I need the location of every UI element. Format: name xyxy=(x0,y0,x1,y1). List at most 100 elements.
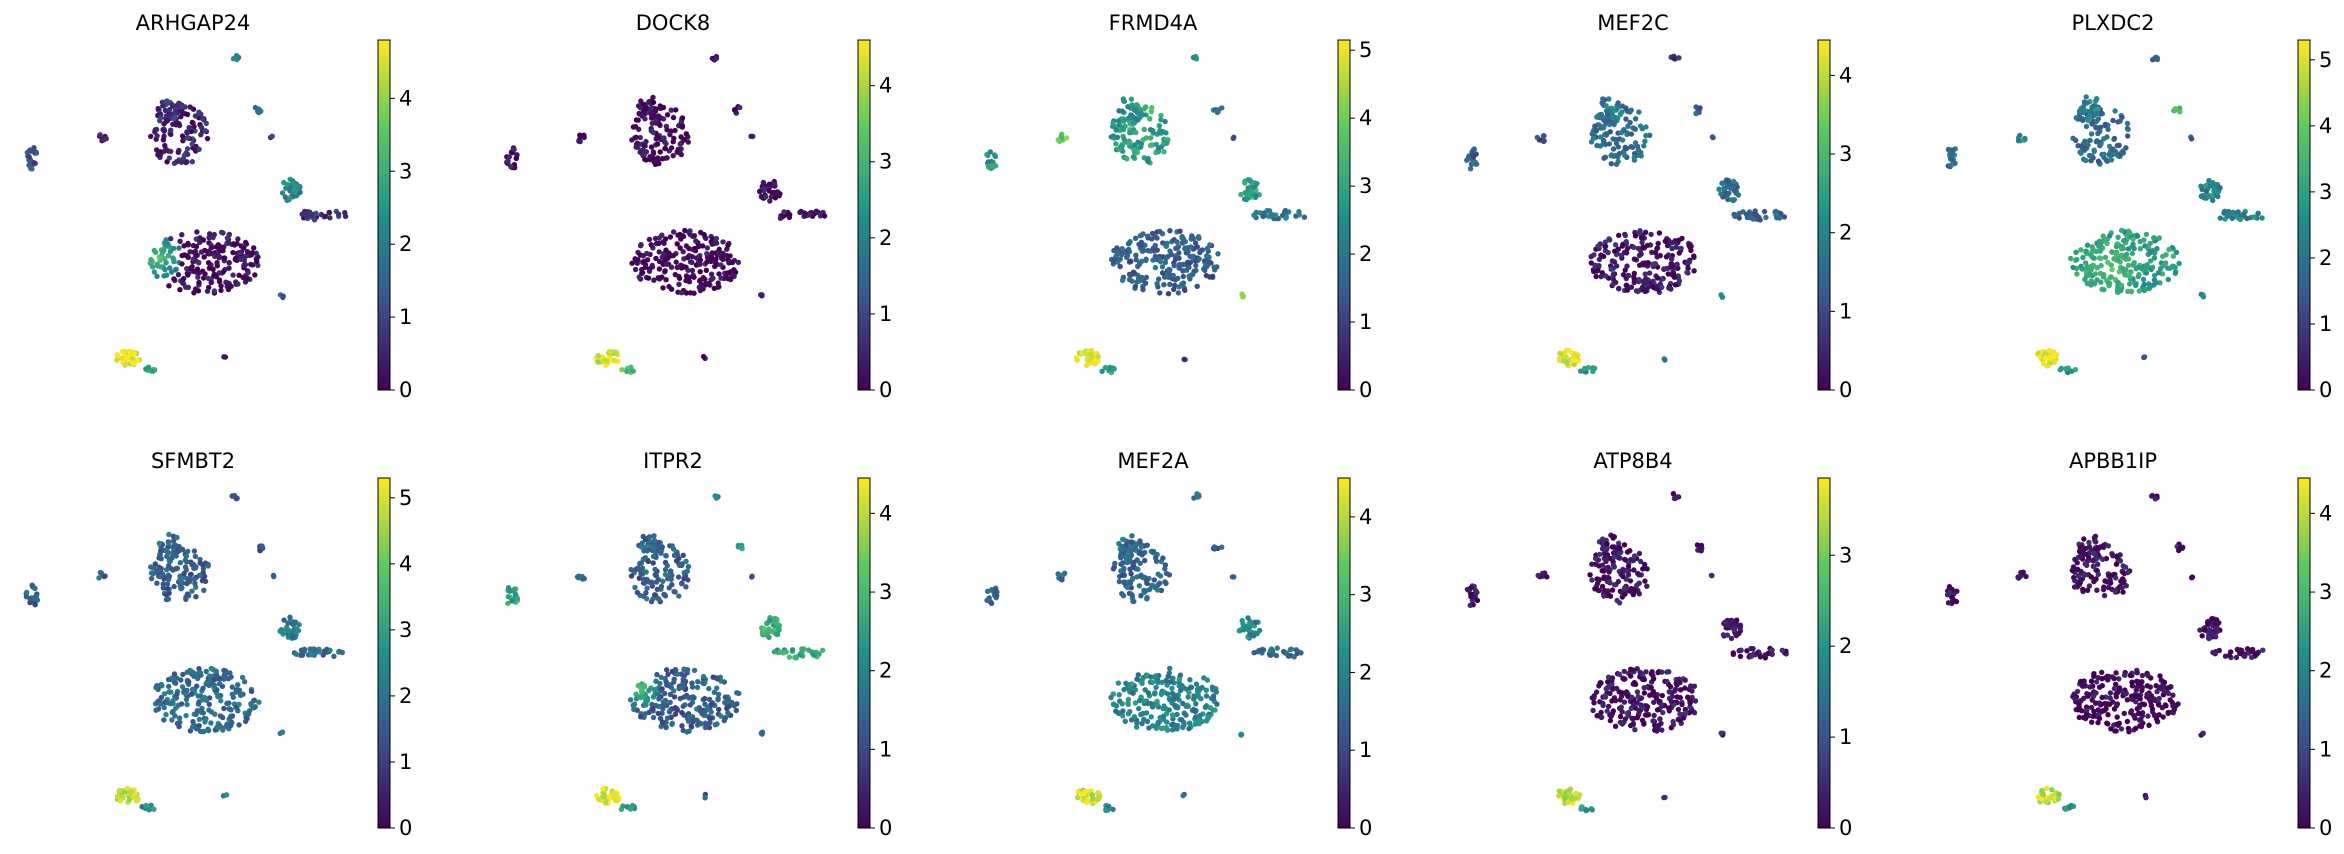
cell-point xyxy=(1620,566,1626,573)
cell-point xyxy=(1055,137,1061,143)
cell-point xyxy=(1094,796,1100,802)
cell-point xyxy=(658,550,664,556)
cell-point xyxy=(219,683,226,689)
cell-point xyxy=(677,150,683,157)
colorbar-gradient xyxy=(857,39,871,391)
cell-point xyxy=(253,256,259,262)
cell-point xyxy=(668,264,675,270)
scatter-points xyxy=(1464,491,1789,814)
cell-point xyxy=(1169,727,1176,733)
cell-point xyxy=(123,356,129,362)
cell-point xyxy=(1608,266,1614,272)
cell-point xyxy=(1641,721,1647,727)
cell-point xyxy=(1158,725,1165,732)
cell-point xyxy=(1598,714,1605,720)
cell-point xyxy=(659,710,665,716)
colorbar-tick-label: 0 xyxy=(2319,378,2332,402)
cell-point xyxy=(679,709,685,716)
cell-point xyxy=(285,634,292,640)
cell-point xyxy=(697,253,703,259)
cell-point xyxy=(1149,105,1155,111)
cell-point xyxy=(168,566,175,572)
cell-point xyxy=(181,275,187,282)
cell-point xyxy=(643,138,649,145)
cell-point xyxy=(335,211,342,217)
cell-point xyxy=(1177,672,1184,678)
cell-point xyxy=(183,159,189,165)
cell-point xyxy=(581,575,587,582)
cell-point xyxy=(1642,578,1648,584)
cell-point xyxy=(235,682,241,688)
cell-point xyxy=(2210,197,2216,204)
colorbar-tick-label: 1 xyxy=(879,737,892,761)
cell-point xyxy=(653,255,659,262)
cell-point xyxy=(668,568,674,574)
cell-point xyxy=(1655,723,1662,729)
cell-point xyxy=(1651,712,1657,719)
cell-point xyxy=(696,284,702,290)
colorbar-tick-label: 4 xyxy=(1359,505,1372,529)
cell-point xyxy=(2154,689,2160,695)
cell-point xyxy=(1119,124,1125,131)
cell-point xyxy=(292,183,298,189)
scatter-points xyxy=(1944,492,2266,812)
cell-point xyxy=(2155,702,2162,708)
cell-point xyxy=(1635,245,1642,252)
cell-point xyxy=(1157,258,1164,265)
colorbar-tick-label: 2 xyxy=(2319,246,2332,270)
cell-point xyxy=(179,280,186,286)
cell-point xyxy=(1261,213,1267,219)
cell-point xyxy=(1644,583,1650,589)
cell-point xyxy=(505,158,511,164)
cell-point xyxy=(1157,128,1163,134)
cell-point xyxy=(1621,542,1628,548)
cell-point xyxy=(1631,256,1638,262)
cell-point xyxy=(1617,697,1623,703)
cell-point xyxy=(1627,578,1634,584)
cell-point xyxy=(1591,252,1597,258)
cell-point xyxy=(2088,131,2095,137)
cell-point xyxy=(670,139,676,145)
cell-point xyxy=(1150,130,1156,136)
cell-point xyxy=(651,533,657,539)
cell-point xyxy=(1596,563,1602,569)
cell-point xyxy=(1207,705,1213,711)
cell-point xyxy=(1696,106,1703,112)
colorbar-tick-label: 0 xyxy=(879,816,892,840)
cell-point xyxy=(1669,272,1676,278)
cell-point xyxy=(149,264,156,270)
cell-point xyxy=(1616,671,1623,678)
cell-point xyxy=(196,260,202,266)
colorbar-tick-label: 4 xyxy=(1359,106,1372,130)
cell-point xyxy=(1627,119,1633,126)
cell-point xyxy=(184,135,190,141)
cell-point xyxy=(1173,245,1179,252)
cell-point xyxy=(677,141,683,147)
cell-point xyxy=(208,665,214,672)
cell-point xyxy=(184,687,190,693)
cell-point xyxy=(643,696,649,702)
cell-point xyxy=(2095,116,2101,122)
cell-point xyxy=(1643,703,1650,709)
cell-point xyxy=(1718,191,1724,197)
cell-point xyxy=(2085,142,2091,148)
cell-point xyxy=(575,575,582,581)
cell-point xyxy=(1687,704,1693,710)
cell-point xyxy=(703,267,709,273)
cell-point xyxy=(1149,679,1155,686)
cell-point xyxy=(201,587,207,593)
cell-point xyxy=(715,695,721,702)
cell-point xyxy=(174,534,180,541)
cell-point xyxy=(1743,211,1750,218)
cell-point xyxy=(1636,550,1643,557)
cell-point xyxy=(216,279,223,285)
cell-point xyxy=(2097,270,2104,277)
cell-point xyxy=(203,668,209,675)
cell-point xyxy=(1692,698,1699,704)
cell-point xyxy=(1609,698,1615,704)
cell-point xyxy=(2165,276,2171,283)
panel-title: FRMD4A xyxy=(1109,11,1198,35)
cell-point xyxy=(208,245,215,251)
